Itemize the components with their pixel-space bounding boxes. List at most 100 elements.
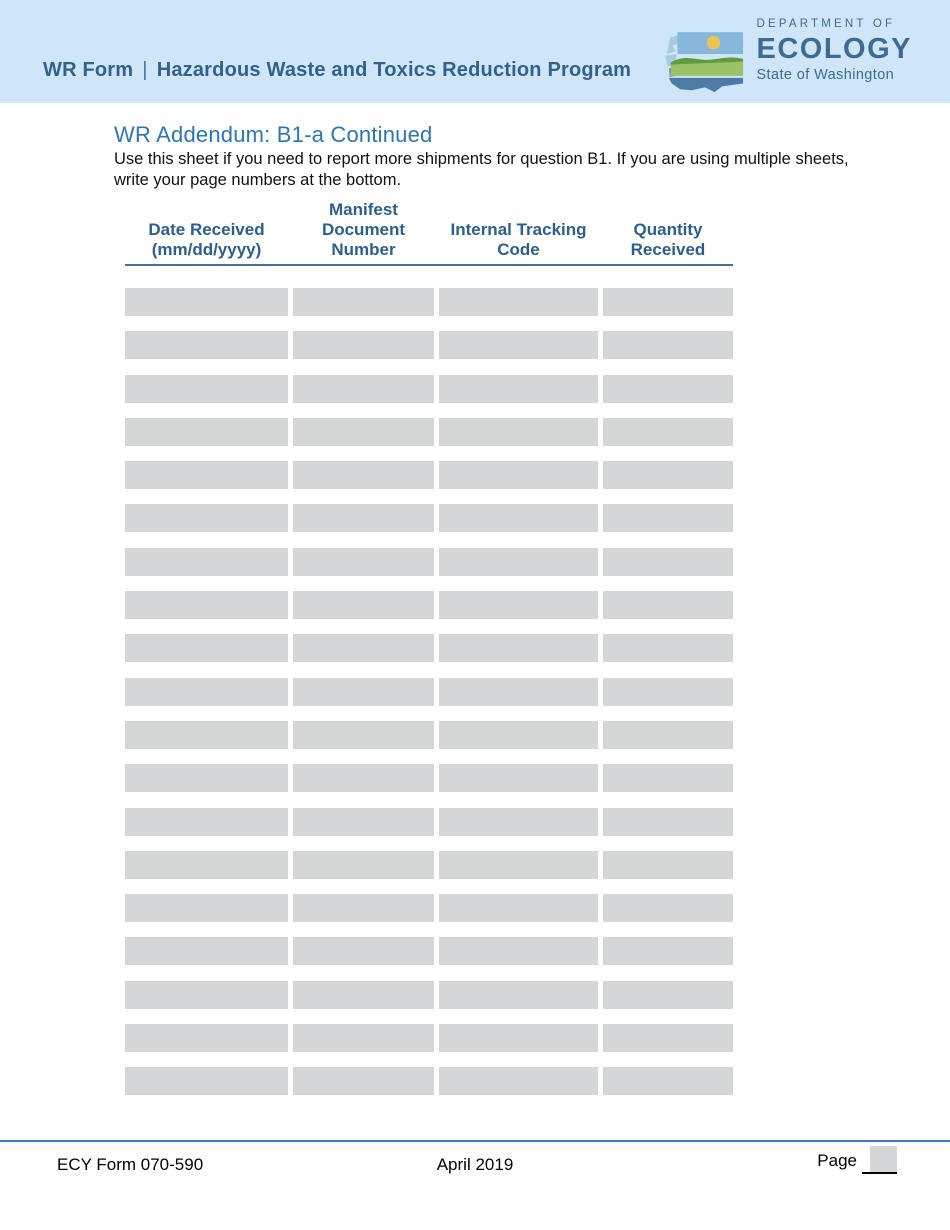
manifest-number-input[interactable] (293, 1067, 434, 1096)
internal-tracking-input[interactable] (439, 677, 598, 706)
date-received-input[interactable] (125, 288, 288, 316)
table-body (125, 288, 733, 1096)
quantity-received-input[interactable] (603, 417, 733, 446)
internal-tracking-input[interactable] (439, 547, 598, 576)
ecology-logo: DEPARTMENT OF ECOLOGY State of Washingto… (663, 12, 912, 94)
date-received-input[interactable] (125, 634, 288, 663)
internal-tracking-input[interactable] (439, 591, 598, 620)
date-received-input[interactable] (125, 331, 288, 360)
quantity-received-input[interactable] (603, 937, 733, 966)
manifest-number-input[interactable] (293, 591, 434, 620)
quantity-received-input[interactable] (603, 461, 733, 490)
internal-tracking-input[interactable] (439, 720, 598, 749)
date-received-input[interactable] (125, 764, 288, 793)
table-row (125, 374, 733, 403)
date-received-input[interactable] (125, 980, 288, 1009)
table-row (125, 547, 733, 576)
manifest-number-input[interactable] (293, 677, 434, 706)
manifest-number-input[interactable] (293, 1024, 434, 1053)
instructions-text: Use this sheet if you need to report mor… (114, 150, 849, 189)
form-label: WR Form (43, 59, 134, 81)
table-row (125, 894, 733, 923)
logo-text: DEPARTMENT OF ECOLOGY State of Washingto… (756, 12, 912, 82)
quantity-received-input[interactable] (603, 1024, 733, 1053)
date-received-input[interactable] (125, 417, 288, 446)
internal-tracking-input[interactable] (439, 504, 598, 533)
quantity-received-input[interactable] (603, 331, 733, 360)
program-title: Hazardous Waste and Toxics Reduction Pro… (156, 59, 632, 81)
internal-tracking-input[interactable] (439, 764, 598, 793)
internal-tracking-input[interactable] (439, 807, 598, 836)
internal-tracking-input[interactable] (439, 1067, 598, 1096)
manifest-number-input[interactable] (293, 980, 434, 1009)
quantity-received-input[interactable] (603, 591, 733, 620)
internal-tracking-input[interactable] (439, 461, 598, 490)
manifest-number-input[interactable] (293, 720, 434, 749)
quantity-received-input[interactable] (603, 764, 733, 793)
column-header-quantity-received: Quantity Received (630, 220, 706, 259)
footer-revision-date: April 2019 (436, 1155, 514, 1174)
page-number-input[interactable] (870, 1146, 897, 1172)
manifest-number-input[interactable] (293, 634, 434, 663)
manifest-number-input[interactable] (293, 764, 434, 793)
manifest-number-input[interactable] (293, 374, 434, 403)
date-received-input[interactable] (125, 1024, 288, 1053)
date-received-input[interactable] (125, 850, 288, 879)
manifest-number-input[interactable] (293, 331, 434, 360)
internal-tracking-input[interactable] (439, 331, 598, 360)
date-received-input[interactable] (125, 461, 288, 490)
date-received-input[interactable] (125, 547, 288, 576)
quantity-received-input[interactable] (603, 720, 733, 749)
table-row (125, 461, 733, 490)
manifest-number-input[interactable] (293, 288, 434, 316)
header-banner: WR Form | Hazardous Waste and Toxics Reduc… (0, 0, 950, 103)
quantity-received-input[interactable] (603, 547, 733, 576)
footer-rule (0, 1140, 950, 1142)
date-received-input[interactable] (125, 374, 288, 403)
quantity-received-input[interactable] (603, 504, 733, 533)
manifest-number-input[interactable] (293, 504, 434, 533)
internal-tracking-input[interactable] (439, 1024, 598, 1053)
internal-tracking-input[interactable] (439, 417, 598, 446)
date-received-input[interactable] (125, 1067, 288, 1096)
internal-tracking-input[interactable] (439, 894, 598, 923)
quantity-received-input[interactable] (603, 807, 733, 836)
internal-tracking-input[interactable] (439, 634, 598, 663)
quantity-received-input[interactable] (603, 894, 733, 923)
internal-tracking-input[interactable] (439, 937, 598, 966)
quantity-received-input[interactable] (603, 634, 733, 663)
manifest-number-input[interactable] (293, 850, 434, 879)
manifest-number-input[interactable] (293, 807, 434, 836)
manifest-number-input[interactable] (293, 547, 434, 576)
date-received-input[interactable] (125, 720, 288, 749)
quantity-received-input[interactable] (603, 850, 733, 879)
table-header-row: Date Received (mm/dd/yyyy) Manifest Docu… (125, 200, 733, 264)
date-received-input[interactable] (125, 504, 288, 533)
manifest-number-input[interactable] (293, 461, 434, 490)
internal-tracking-input[interactable] (439, 374, 598, 403)
quantity-received-input[interactable] (603, 980, 733, 1009)
quantity-received-input[interactable] (603, 1067, 733, 1096)
date-received-input[interactable] (125, 807, 288, 836)
quantity-received-input[interactable] (603, 288, 733, 316)
manifest-number-input[interactable] (293, 894, 434, 923)
column-header-date-received: Date Received (mm/dd/yyyy) (148, 220, 265, 259)
table-row (125, 677, 733, 706)
manifest-number-input[interactable] (293, 937, 434, 966)
date-received-input[interactable] (125, 894, 288, 923)
manifest-number-input[interactable] (293, 417, 434, 446)
internal-tracking-input[interactable] (439, 850, 598, 879)
table-row (125, 720, 733, 749)
column-header-internal-tracking: Internal Tracking Code (450, 220, 587, 259)
internal-tracking-input[interactable] (439, 288, 598, 316)
internal-tracking-input[interactable] (439, 980, 598, 1009)
table-row (125, 937, 733, 966)
date-received-input[interactable] (125, 677, 288, 706)
date-received-input[interactable] (125, 591, 288, 620)
table-row (125, 591, 733, 620)
table-row (125, 764, 733, 793)
date-received-input[interactable] (125, 937, 288, 966)
quantity-received-input[interactable] (603, 374, 733, 403)
quantity-received-input[interactable] (603, 677, 733, 706)
